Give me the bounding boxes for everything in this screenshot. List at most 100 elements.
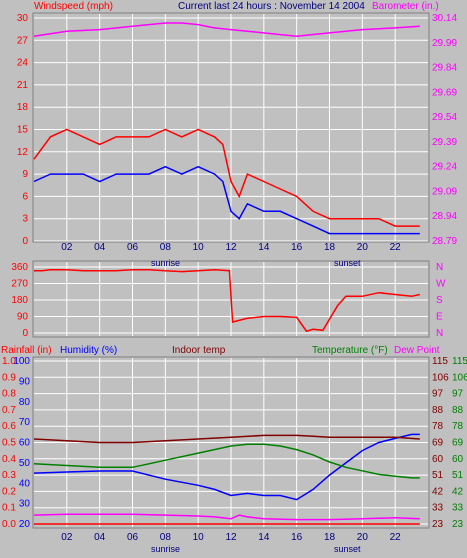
baro-y-tick: 28.79 bbox=[432, 236, 457, 247]
rain-y-tick: 0.9 bbox=[2, 372, 16, 383]
series-temperature bbox=[33, 443, 420, 479]
baro-y-tick: 29.84 bbox=[432, 63, 457, 74]
wind-y-tick: 21 bbox=[17, 80, 29, 91]
rainfall-title: Rainfall (in) bbox=[1, 345, 52, 356]
x-tick-label: 16 bbox=[291, 532, 303, 543]
wind-title: Windspeed (mph) bbox=[34, 1, 113, 12]
dew-y-tick: 97 bbox=[432, 389, 444, 400]
direction-y-tick: 360 bbox=[11, 262, 28, 273]
dew-y-tick: 115 bbox=[432, 356, 448, 367]
direction-y-tick: 270 bbox=[11, 279, 28, 290]
dew-y-tick: 69 bbox=[432, 438, 444, 449]
dew-y-tick: 23 bbox=[432, 519, 444, 530]
wind-y-tick: 24 bbox=[17, 58, 29, 69]
x-tick-label: 22 bbox=[390, 242, 402, 253]
wind-y-tick: 12 bbox=[17, 147, 29, 158]
rain-y-tick: 0.1 bbox=[2, 503, 16, 514]
wind-y-tick: 0 bbox=[22, 236, 28, 247]
series-dew-point bbox=[33, 434, 420, 444]
baro-y-tick: 29.69 bbox=[432, 87, 457, 98]
x-tick-label: 20 bbox=[357, 242, 369, 253]
indoor-title: Indoor temp bbox=[172, 345, 226, 356]
dew-y-tick: 88 bbox=[432, 405, 444, 416]
dew-y-tick: 33 bbox=[432, 503, 444, 514]
x-tick-label: 10 bbox=[193, 242, 205, 253]
rain-y-tick: 0.0 bbox=[2, 519, 16, 530]
rain-y-tick: 0.5 bbox=[2, 438, 16, 449]
compass-tick: W bbox=[436, 279, 446, 290]
humidity-y-tick: 100 bbox=[13, 356, 30, 367]
sunrise-label-top: sunrise bbox=[151, 258, 180, 268]
x-tick-label: 18 bbox=[324, 242, 336, 253]
wind-y-tick: 30 bbox=[17, 13, 29, 24]
humidity-y-tick: 70 bbox=[19, 417, 31, 428]
x-tick-label: 08 bbox=[160, 242, 172, 253]
sunrise-label-bottom: sunrise bbox=[151, 544, 180, 554]
compass-tick: N bbox=[436, 262, 443, 273]
rain-y-tick: 1.0 bbox=[2, 356, 16, 367]
barometer-title: Barometer (in.) bbox=[372, 1, 439, 12]
dew-y-tick: 42 bbox=[432, 486, 444, 497]
humidity-y-tick: 50 bbox=[19, 458, 31, 469]
series-wind-gust bbox=[33, 128, 420, 227]
dewpoint-title: Dew Point bbox=[394, 345, 440, 356]
wind-y-tick: 27 bbox=[17, 35, 29, 46]
humidity-y-tick: 90 bbox=[19, 376, 31, 387]
period-title: Current last 24 hours : November 14 2004 bbox=[178, 1, 365, 12]
x-tick-label: 08 bbox=[160, 532, 172, 543]
temperature-y-tick: 88 bbox=[452, 405, 464, 416]
dew-y-tick: 51 bbox=[432, 470, 444, 481]
rain-y-tick: 0.8 bbox=[2, 389, 16, 400]
temperature-y-tick: 42 bbox=[452, 486, 464, 497]
x-tick-label: 14 bbox=[258, 242, 270, 253]
x-tick-label: 06 bbox=[127, 242, 139, 253]
wind-y-tick: 18 bbox=[17, 102, 29, 113]
rain-y-tick: 0.4 bbox=[2, 454, 16, 465]
x-tick-label: 02 bbox=[61, 242, 73, 253]
temperature-y-tick: 115 bbox=[452, 356, 467, 367]
compass-tick: E bbox=[436, 312, 443, 323]
baro-y-tick: 29.09 bbox=[432, 186, 457, 197]
dew-y-tick: 78 bbox=[432, 421, 444, 432]
x-tick-label: 04 bbox=[94, 532, 106, 543]
humidity-title: Humidity (%) bbox=[60, 345, 117, 356]
x-tick-label: 12 bbox=[225, 532, 237, 543]
series-windspeed bbox=[33, 165, 420, 235]
humidity-y-tick: 20 bbox=[19, 519, 31, 530]
humidity-y-tick: 40 bbox=[19, 478, 31, 489]
x-tick-label: 22 bbox=[390, 532, 402, 543]
wind-y-tick: 9 bbox=[22, 169, 28, 180]
rain-y-tick: 0.3 bbox=[2, 470, 16, 481]
temperature-y-tick: 78 bbox=[452, 421, 464, 432]
baro-y-tick: 30.14 bbox=[432, 13, 457, 24]
temperature-y-tick: 69 bbox=[452, 438, 464, 449]
temperature-y-tick: 106 bbox=[452, 372, 467, 383]
humidity-y-tick: 30 bbox=[19, 499, 31, 510]
x-tick-label: 16 bbox=[291, 242, 303, 253]
series-humidity bbox=[33, 433, 420, 501]
x-tick-label: 12 bbox=[225, 242, 237, 253]
wind-y-tick: 6 bbox=[22, 191, 28, 202]
wind-y-tick: 15 bbox=[17, 125, 29, 136]
baro-y-tick: 29.99 bbox=[432, 38, 457, 49]
rain-y-tick: 0.7 bbox=[2, 405, 16, 416]
temperature-y-tick: 33 bbox=[452, 503, 464, 514]
baro-y-tick: 29.54 bbox=[432, 112, 457, 123]
temperature-y-tick: 60 bbox=[452, 454, 464, 465]
direction-y-tick: 90 bbox=[17, 312, 29, 323]
baro-y-tick: 29.24 bbox=[432, 162, 457, 173]
humidity-y-tick: 80 bbox=[19, 397, 31, 408]
x-tick-label: 20 bbox=[357, 532, 369, 543]
baro-y-tick: 28.94 bbox=[432, 211, 457, 222]
temperature-y-tick: 51 bbox=[452, 470, 464, 481]
x-tick-label: 06 bbox=[127, 532, 139, 543]
x-tick-label: 18 bbox=[324, 532, 336, 543]
humidity-y-tick: 60 bbox=[19, 438, 31, 449]
temperature-title: Temperature (°F) bbox=[312, 345, 388, 356]
sunset-label-bottom: sunset bbox=[334, 544, 361, 554]
rain-y-tick: 0.2 bbox=[2, 486, 16, 497]
wind-y-tick: 3 bbox=[22, 214, 28, 225]
x-tick-label: 10 bbox=[193, 532, 205, 543]
compass-tick: N bbox=[436, 328, 443, 339]
